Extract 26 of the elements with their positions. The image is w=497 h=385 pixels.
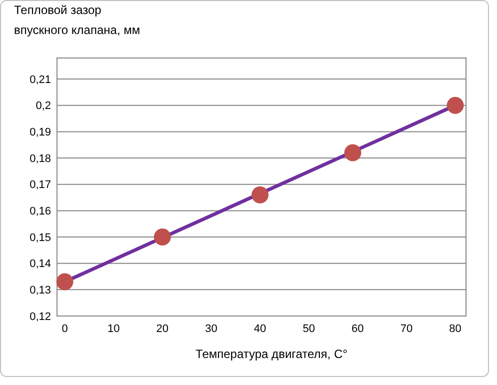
y-tick-label: 0,16 xyxy=(30,206,51,218)
x-axis-title: Температура двигателя, С° xyxy=(196,347,348,361)
y-tick-label: 0,21 xyxy=(30,74,51,86)
y-tick-label: 0,14 xyxy=(30,258,51,270)
x-tick-label: 0 xyxy=(62,323,68,335)
x-tick-label: 70 xyxy=(400,323,413,335)
x-tick-label: 20 xyxy=(156,323,169,335)
x-tick-label: 60 xyxy=(352,323,364,335)
x-tick-label: 40 xyxy=(254,323,266,335)
y-tick-label: 0,15 xyxy=(30,232,51,244)
x-tick-label: 10 xyxy=(107,323,120,335)
y-tick-label: 0,12 xyxy=(30,310,51,323)
y-axis-title: Тепловой зазор впускного клапана, мм xyxy=(14,3,140,37)
y-tick-label: 0,17 xyxy=(30,179,51,192)
x-tick-label: 50 xyxy=(302,323,315,335)
point xyxy=(56,273,74,290)
point xyxy=(154,228,171,246)
y-tick-label: 0,18 xyxy=(30,152,51,165)
point xyxy=(446,96,464,114)
y-tick-label: 0,19 xyxy=(30,126,51,139)
x-tick-label: 80 xyxy=(449,323,462,335)
y-tick-label: 0,2 xyxy=(36,100,51,112)
point xyxy=(252,186,269,204)
y-tick-label: 0,13 xyxy=(30,284,51,297)
point xyxy=(344,144,362,162)
x-tick-label: 30 xyxy=(205,323,218,335)
